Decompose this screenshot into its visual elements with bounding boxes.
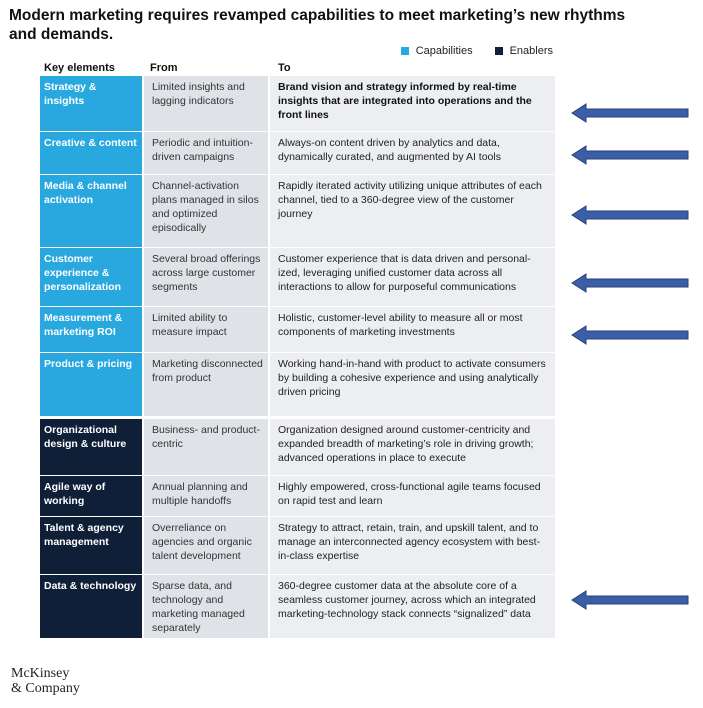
legend-item-capabilities: Capabilities xyxy=(400,45,473,57)
table-row: Media & channel activation Channel-activ… xyxy=(40,175,555,248)
logo-line-1: McKinsey xyxy=(11,666,70,681)
left-arrow-icon xyxy=(571,145,689,165)
from-cell: Business- and product-centric xyxy=(142,419,268,475)
to-cell: Rapidly iterated activity utilizing uniq… xyxy=(268,175,555,247)
from-cell: Limited insights and lagging indicators xyxy=(142,76,268,131)
enablers-swatch xyxy=(494,47,503,55)
key-element-cell: Organizational design & culture xyxy=(40,419,142,475)
key-element-cell: Customer experience & personalization xyxy=(40,248,142,306)
legend: Capabilities Enablers xyxy=(400,45,553,57)
table-row: Organizational design & culture Business… xyxy=(40,419,555,476)
logo-line-2: & Company xyxy=(11,681,80,696)
key-element-cell: Agile way of working xyxy=(40,476,142,516)
from-cell: Marketing disconnected from product xyxy=(142,353,268,416)
mckinsey-logo: McKinsey & Company xyxy=(11,666,80,696)
left-arrow-icon xyxy=(571,325,689,345)
header-key-elements: Key elements xyxy=(44,62,115,74)
table-row: Measurement & marketing ROI Limited abil… xyxy=(40,307,555,353)
legend-label-capabilities: Capabilities xyxy=(415,45,473,57)
legend-item-enablers: Enablers xyxy=(494,45,553,57)
from-cell: Sparse data, and technology and marketin… xyxy=(142,575,268,638)
left-arrow-icon xyxy=(571,590,689,610)
table-row: Customer experience & personalization Se… xyxy=(40,248,555,307)
key-element-cell: Data & technology xyxy=(40,575,142,638)
legend-label-enablers: Enablers xyxy=(509,45,553,57)
from-cell: Channel-activation plans managed in silo… xyxy=(142,175,268,247)
table-row: Product & pricing Marketing disconnected… xyxy=(40,353,555,417)
from-cell: Several broad offerings across large cus… xyxy=(142,248,268,306)
comparison-table: Strategy & insights Limited insights and… xyxy=(40,76,555,639)
from-cell: Limited ability to measure impact xyxy=(142,307,268,352)
to-cell: Working hand-in-hand with product to act… xyxy=(268,353,555,416)
key-element-cell: Product & pricing xyxy=(40,353,142,416)
header-to: To xyxy=(278,62,291,74)
table-row: Talent & agency management Overreliance … xyxy=(40,517,555,575)
to-cell: Brand vision and strategy informed by re… xyxy=(268,76,555,131)
to-cell: Always-on content driven by analytics an… xyxy=(268,132,555,174)
page-title: Modern marketing requires revamped capab… xyxy=(9,7,626,43)
header-from: From xyxy=(150,62,178,74)
key-element-cell: Creative & content xyxy=(40,132,142,174)
from-cell: Overreliance on agencies and organic tal… xyxy=(142,517,268,574)
table-row: Agile way of working Annual planning and… xyxy=(40,476,555,517)
key-element-cell: Strategy & insights xyxy=(40,76,142,131)
left-arrow-icon xyxy=(571,205,689,225)
to-cell: Organization designed around customer-ce… xyxy=(268,419,555,475)
to-cell: Highly empowered, cross-functional agile… xyxy=(268,476,555,516)
to-cell: Holistic, customer-level ability to meas… xyxy=(268,307,555,352)
from-cell: Periodic and intuition-driven campaigns xyxy=(142,132,268,174)
table-row: Data & technology Sparse data, and techn… xyxy=(40,575,555,639)
table-row: Strategy & insights Limited insights and… xyxy=(40,76,555,132)
key-element-cell: Media & channel activation xyxy=(40,175,142,247)
from-cell: Annual planning and multiple handoffs xyxy=(142,476,268,516)
table-row: Creative & content Periodic and intuitio… xyxy=(40,132,555,175)
left-arrow-icon xyxy=(571,103,689,123)
to-cell: 360-degree customer data at the absolute… xyxy=(268,575,555,638)
left-arrow-icon xyxy=(571,273,689,293)
to-cell: Customer experience that is data driven … xyxy=(268,248,555,306)
key-element-cell: Talent & agency management xyxy=(40,517,142,574)
capabilities-swatch xyxy=(400,47,409,55)
key-element-cell: Measurement & marketing ROI xyxy=(40,307,142,352)
to-cell: Strategy to attract, retain, train, and … xyxy=(268,517,555,574)
